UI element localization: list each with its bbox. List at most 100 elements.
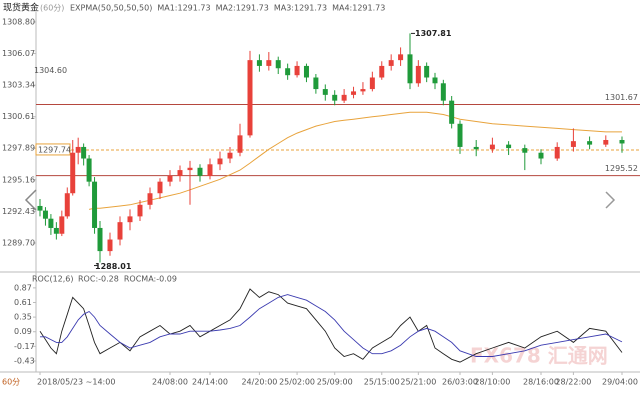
- candle-body: [449, 100, 455, 124]
- chart-subtitle: (60分): [40, 4, 64, 13]
- x-tick-label: 29/04:00: [602, 378, 638, 387]
- x-tick-label: 25/02:00: [279, 378, 315, 387]
- candle-body: [107, 239, 113, 252]
- candle-body: [75, 146, 81, 153]
- roc-title: ROC(12,6): [32, 275, 74, 284]
- y-tick-label: 0.35: [14, 313, 32, 322]
- candle-body: [489, 144, 495, 150]
- x-tick-label: 25/15:00: [364, 378, 400, 387]
- next-arrow[interactable]: [605, 191, 616, 209]
- candle-body: [197, 167, 203, 176]
- candle-body: [473, 146, 479, 150]
- y-tick-label: -0.17: [14, 342, 35, 351]
- candle-body: [285, 68, 291, 76]
- legend-entry: ROCMA:-0.09: [124, 275, 177, 284]
- candle-body: [157, 181, 163, 194]
- candle-body: [313, 77, 319, 90]
- candle-body: [59, 216, 65, 234]
- candle-body: [360, 89, 366, 92]
- x-tick-label: 2018/05/23 ~14:00: [37, 378, 115, 387]
- candle-body: [37, 205, 43, 211]
- candle-body: [137, 204, 143, 217]
- candle-body: [92, 181, 98, 228]
- candle-body: [457, 123, 463, 147]
- x-tick-label: 28/22:00: [555, 378, 591, 387]
- candle-body: [603, 139, 609, 145]
- candle-body: [237, 135, 243, 153]
- candle-body: [407, 54, 413, 84]
- candle-body: [424, 65, 430, 78]
- high-label: 1307.81: [415, 29, 452, 38]
- candle-body: [369, 77, 375, 90]
- candle-body: [379, 65, 385, 78]
- candle-body: [266, 60, 272, 66]
- y-tick-label: 1308.80: [2, 17, 35, 26]
- indicator-label: EXPMA(50,50,50,50): [70, 4, 152, 13]
- level-label-box: [35, 143, 71, 156]
- candle-body: [167, 175, 173, 182]
- chart-title: 现货黄金: [3, 2, 39, 14]
- indicator-label: MA2:1291.73: [216, 4, 269, 13]
- x-tick-label: 25/21:00: [400, 378, 436, 387]
- x-tick-label: 28/16:00: [523, 378, 559, 387]
- y-tick-label: 1292.43: [2, 207, 35, 216]
- y-tick-label: 0.87: [14, 283, 32, 292]
- candle-body: [97, 227, 103, 252]
- candle-body: [619, 139, 625, 144]
- x-tick-label: 24/08:00: [152, 378, 188, 387]
- candle-body: [217, 158, 223, 165]
- indicator-label: MA3:1291.73: [274, 4, 327, 13]
- candle-body: [127, 216, 133, 223]
- watermark: FX678 汇通网: [470, 344, 608, 368]
- candle-body: [256, 60, 262, 66]
- y-tick-label: 0.61: [14, 298, 32, 307]
- level-label: 1297.74: [38, 145, 71, 154]
- candle-body: [303, 65, 309, 78]
- y-tick-label: -0.43: [14, 356, 35, 365]
- expma-line: [89, 111, 622, 210]
- candle-body: [86, 158, 92, 182]
- indicator-label: MA4:1291.73: [332, 4, 385, 13]
- candle-body: [177, 170, 183, 176]
- y-tick-label: 1295.16: [2, 175, 35, 184]
- x-tick-label: 24/20:00: [241, 378, 277, 387]
- candle-body: [322, 89, 328, 95]
- candle-body: [587, 141, 593, 145]
- candle-body: [538, 152, 544, 159]
- expma-label: 1304.60: [34, 66, 67, 75]
- y-tick-label: 1306.07: [2, 49, 35, 58]
- period-label: 60分: [2, 378, 20, 387]
- candle-body: [207, 164, 213, 176]
- y-tick-label: 0.09: [14, 327, 32, 336]
- x-tick-label: 26/03:00: [442, 378, 478, 387]
- candle-body: [187, 167, 193, 171]
- candle-body: [570, 141, 576, 147]
- candle-body: [227, 152, 233, 159]
- y-tick-label: 1289.70: [2, 239, 35, 248]
- roc-line: [40, 294, 623, 357]
- level-label: 1295.52: [605, 164, 638, 173]
- candle-body: [48, 218, 54, 228]
- candle-body: [42, 210, 48, 219]
- y-tick-label: 1300.61: [2, 112, 35, 121]
- prev-arrow[interactable]: [24, 189, 37, 211]
- y-tick-label: 1297.89: [2, 144, 35, 153]
- x-tick-label: 24/14:00: [192, 378, 228, 387]
- y-tick-label: 1303.34: [2, 81, 35, 90]
- candle-body: [53, 227, 59, 234]
- candle-body: [522, 148, 528, 153]
- indicator-label: MA1:1291.73: [157, 4, 210, 13]
- candle-body: [415, 65, 421, 84]
- candle-body: [147, 193, 153, 205]
- candle-body: [388, 60, 394, 66]
- candle-body: [432, 77, 438, 84]
- candle-body: [341, 94, 347, 101]
- x-tick-label: 25/09:00: [317, 378, 353, 387]
- legend-entry: ROC:-0.28: [78, 275, 119, 284]
- candle-body: [247, 60, 253, 136]
- candle-body: [81, 146, 87, 159]
- low-label: 1288.01: [95, 262, 132, 271]
- candle-body: [64, 193, 70, 217]
